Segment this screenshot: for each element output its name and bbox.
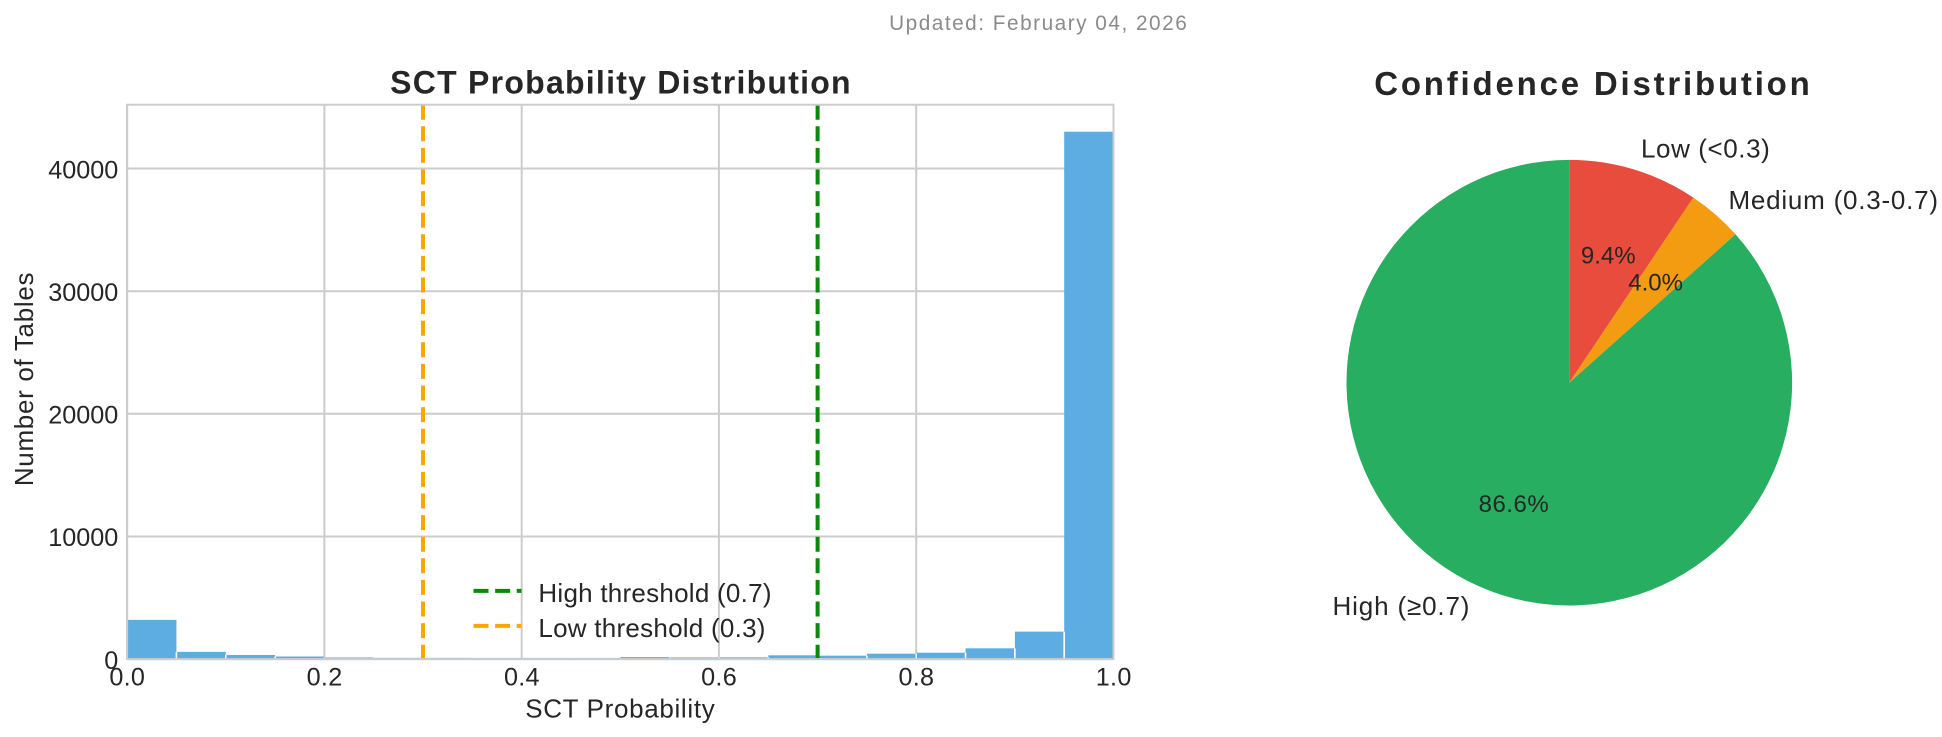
svg-text:Medium (0.3-0.7): Medium (0.3-0.7): [1729, 185, 1939, 215]
svg-text:High threshold (0.7): High threshold (0.7): [538, 578, 771, 608]
svg-text:30000: 30000: [48, 279, 118, 307]
svg-text:20000: 20000: [48, 402, 118, 430]
svg-text:0.2: 0.2: [307, 664, 343, 692]
svg-text:86.6%: 86.6%: [1479, 491, 1550, 518]
svg-text:4.0%: 4.0%: [1628, 270, 1683, 297]
svg-text:Confidence Distribution: Confidence Distribution: [1374, 65, 1812, 102]
svg-text:10000: 10000: [48, 524, 118, 552]
svg-text:Updated: February 04, 2026: Updated: February 04, 2026: [889, 12, 1188, 35]
svg-text:High (≥0.7): High (≥0.7): [1333, 591, 1471, 621]
svg-text:0.8: 0.8: [898, 664, 934, 692]
svg-text:1.0: 1.0: [1096, 664, 1132, 692]
svg-text:0.0: 0.0: [109, 664, 145, 692]
svg-text:Number of Tables: Number of Tables: [9, 272, 39, 486]
svg-text:Low threshold (0.3): Low threshold (0.3): [538, 613, 765, 643]
svg-text:SCT Probability Distribution: SCT Probability Distribution: [390, 64, 852, 100]
svg-text:Low (<0.3): Low (<0.3): [1641, 133, 1770, 163]
svg-text:0.4: 0.4: [504, 664, 540, 692]
svg-text:SCT Probability: SCT Probability: [525, 694, 715, 724]
svg-text:0: 0: [104, 647, 118, 675]
svg-text:40000: 40000: [48, 156, 118, 184]
svg-text:0.6: 0.6: [701, 664, 737, 692]
svg-text:9.4%: 9.4%: [1581, 242, 1636, 269]
